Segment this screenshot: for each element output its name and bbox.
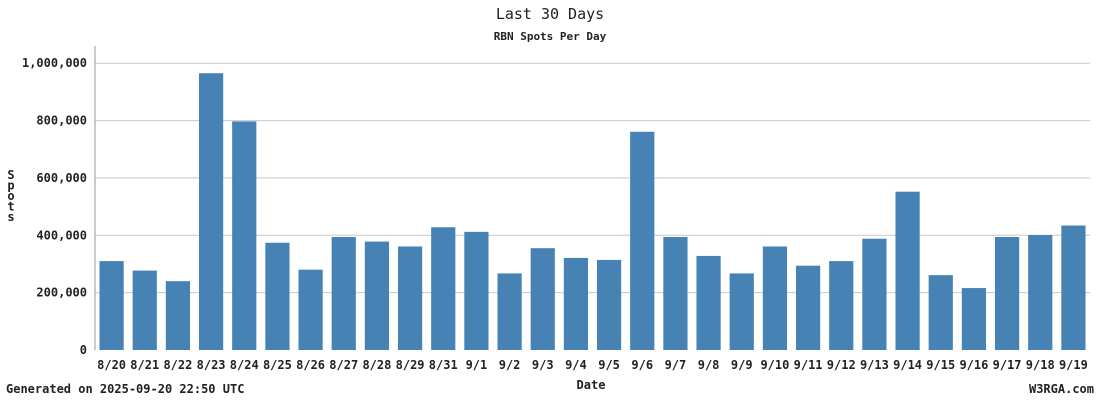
x-tick-label: 9/15 [926,358,955,372]
bars [99,73,1086,350]
y-tick-label: 1,000,000 [22,56,87,70]
x-tick-label: 8/31 [429,358,458,372]
bar-8/28 [364,241,390,350]
bar-9/13 [862,238,887,350]
x-tick-label: 9/2 [499,358,521,372]
x-tick-label: 8/24 [230,358,259,372]
y-axis-label-char: s [7,210,14,224]
bar-8/24 [232,121,257,350]
x-tick-label: 9/12 [827,358,856,372]
x-tick-label: 9/3 [532,358,554,372]
x-tick-label: 8/27 [329,358,358,372]
y-axis-label-char: S [7,168,14,182]
site-credit: W3RGA.com [1029,382,1094,396]
y-tick-label: 800,000 [36,114,87,128]
bar-9/19 [1061,225,1086,350]
x-tick-label: 9/1 [466,358,488,372]
bar-9/15 [928,275,953,350]
x-tick-labels: 8/20 8/21 8/22 8/23 8/24 8/25 8/26 8/27 8/28 8/29… [97,358,1088,372]
x-tick-label: 9/18 [1026,358,1055,372]
bar-8/21 [132,270,157,350]
x-tick-label: 8/23 [197,358,226,372]
y-axis-label-char: o [7,189,14,203]
bar-9/9 [729,273,754,350]
x-tick-label: 8/29 [396,358,425,372]
y-tick-label: 0 [80,343,87,357]
x-tick-label: 9/7 [665,358,687,372]
bar-8/20 [99,261,124,350]
bar-9/18 [1028,234,1053,350]
bar-9/14 [895,191,920,350]
generated-timestamp: Generated on 2025-09-20 22:50 UTC [6,382,244,396]
x-tick-label: 9/14 [893,358,922,372]
x-tick-label: 8/21 [130,358,159,372]
y-axis-label-char: t [7,200,14,214]
bar-9/10 [762,246,788,350]
bar-8/31 [431,227,456,350]
gridlines [94,46,1090,350]
bar-9/4 [563,257,589,350]
bar-9/16 [961,288,987,350]
bar-9/8 [696,255,721,350]
x-tick-label: 8/25 [263,358,292,372]
x-axis-label: Date [577,378,606,392]
bar-8/25 [265,242,290,350]
bar-8/23 [198,73,224,350]
x-tick-label: 8/20 [97,358,126,372]
bar-8/29 [397,246,423,350]
x-tick-label: 9/6 [631,358,653,372]
bar-9/1 [464,231,489,350]
y-axis-label: Spots [7,168,14,224]
y-tick-label: 600,000 [36,171,87,185]
x-tick-label: 9/13 [860,358,889,372]
bar-9/11 [795,265,821,350]
y-axis-label-char: p [7,179,14,193]
bar-9/17 [994,237,1020,350]
x-tick-label: 9/16 [959,358,988,372]
x-tick-label: 8/22 [163,358,192,372]
x-tick-label: 9/10 [760,358,789,372]
x-tick-label: 8/28 [362,358,391,372]
x-tick-label: 9/4 [565,358,587,372]
bar-8/22 [165,281,191,350]
x-tick-label: 9/8 [698,358,720,372]
bar-9/5 [596,259,622,350]
x-tick-label: 9/19 [1059,358,1088,372]
bar-9/12 [829,261,854,350]
chart-subtitle: RBN Spots Per Day [494,30,607,43]
x-tick-label: 9/9 [731,358,753,372]
bar-8/27 [331,237,356,350]
y-tick-label: 200,000 [36,286,87,300]
bar-9/6 [630,131,655,350]
bar-9/2 [497,273,522,350]
bar-8/26 [298,269,323,350]
y-tick-labels: 0 200,000 400,000 600,000 800,000 1,000,000 [22,56,87,357]
x-tick-label: 8/26 [296,358,325,372]
bar-9/7 [663,237,688,350]
x-tick-label: 9/11 [794,358,823,372]
x-tick-label: 9/17 [993,358,1022,372]
x-tick-label: 9/5 [598,358,620,372]
bar-9/3 [530,248,555,350]
y-tick-label: 400,000 [36,228,87,242]
chart-title: Last 30 Days [496,5,604,23]
